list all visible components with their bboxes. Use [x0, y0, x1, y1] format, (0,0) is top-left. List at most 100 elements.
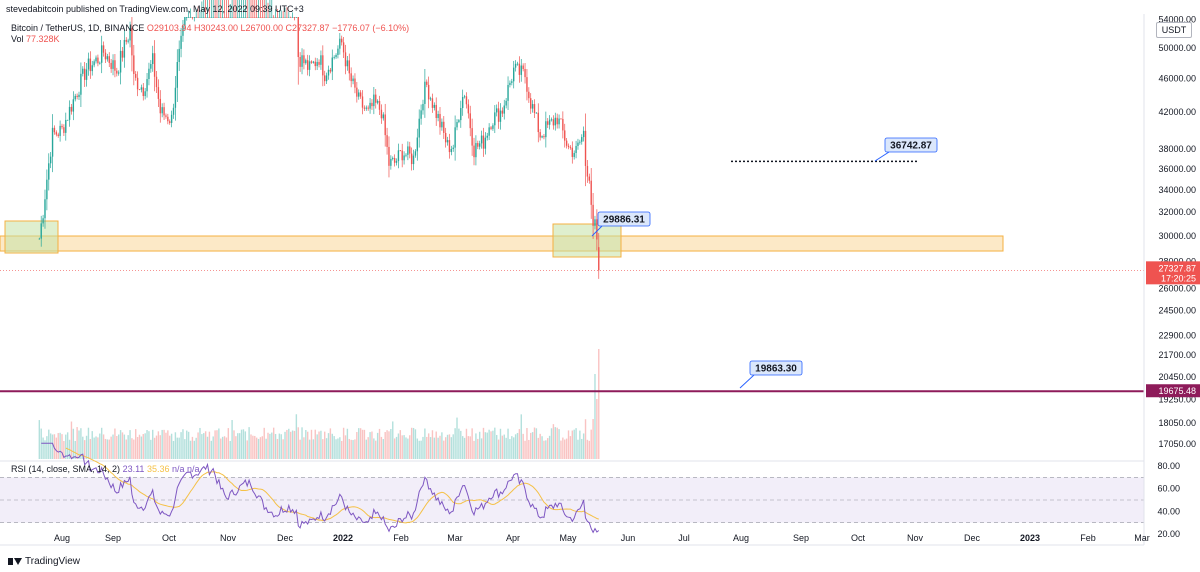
- volume-bar: [579, 430, 581, 459]
- volume-bar: [494, 427, 496, 459]
- volume-bar: [93, 437, 95, 459]
- candle-body: [571, 147, 573, 157]
- volume-bar: [359, 428, 362, 459]
- candle-body: [331, 57, 333, 72]
- candle-body: [72, 99, 75, 112]
- volume-bar: [552, 424, 555, 459]
- candle-body: [478, 143, 481, 147]
- candle-body: [233, 17, 235, 18]
- candle-body: [511, 81, 513, 83]
- candle-body: [344, 52, 347, 67]
- volume-bar: [518, 429, 521, 459]
- volume-bar: [99, 433, 101, 459]
- candle-body: [148, 68, 150, 80]
- volume-bar: [386, 430, 388, 459]
- candle-body: [308, 61, 311, 70]
- chart-zones: [0, 220, 1004, 258]
- time-tick-label: Oct: [851, 533, 866, 543]
- candle-body: [539, 132, 541, 138]
- candle-body: [386, 135, 388, 147]
- volume-bar: [550, 428, 553, 459]
- time-tick-label: Mar: [447, 533, 463, 543]
- candle-body: [297, 17, 299, 58]
- volume-bar: [276, 438, 279, 459]
- brand-name: TradingView: [25, 556, 81, 567]
- candle-body: [552, 119, 555, 126]
- volume-bar: [174, 432, 177, 459]
- candle-body: [74, 95, 76, 100]
- volume-bar: [265, 438, 267, 459]
- candle-body: [410, 153, 413, 165]
- volume-bar: [269, 433, 271, 459]
- candle-body: [473, 145, 475, 158]
- volume-bar: [463, 437, 466, 459]
- candle-body: [329, 69, 332, 72]
- volume-bar: [178, 437, 180, 459]
- volume-bar: [199, 427, 201, 459]
- candle-body: [108, 56, 110, 63]
- volume-bar: [244, 431, 247, 459]
- volume-bar: [152, 429, 154, 459]
- volume-bar: [220, 438, 222, 459]
- candle-body: [152, 53, 154, 65]
- candle-body: [452, 147, 454, 149]
- volume-bar: [350, 439, 352, 459]
- candle-body: [316, 61, 318, 67]
- candle-body: [55, 132, 58, 135]
- candle-body: [509, 82, 511, 85]
- volume-bar: [560, 440, 562, 459]
- currency-badge[interactable]: USDT: [1156, 22, 1192, 38]
- volume-bar: [443, 440, 445, 459]
- volume-legend: Vol 77.328K: [11, 34, 60, 44]
- candle-body: [424, 81, 426, 104]
- volume-bar: [310, 429, 313, 459]
- candle-body: [569, 146, 572, 148]
- candle-body: [439, 113, 441, 128]
- candle-body: [558, 118, 560, 125]
- candle-body: [565, 140, 568, 146]
- volume-bar: [305, 429, 307, 459]
- ohlc-values: O29103.94 H30243.00 L26700.00 C27327.87 …: [146, 23, 410, 33]
- candle-body: [282, 17, 284, 18]
- volume-bar: [231, 420, 233, 459]
- volume-bar: [225, 437, 228, 459]
- volume-bar: [448, 434, 451, 459]
- volume-bar: [327, 433, 330, 459]
- volume-bar: [424, 428, 426, 459]
- volume-bar: [138, 434, 141, 459]
- candle-body: [482, 135, 485, 149]
- volume-bar: [433, 437, 436, 459]
- volume-bar: [229, 440, 231, 459]
- candle-body: [458, 120, 460, 123]
- volume-bar: [195, 437, 197, 459]
- volume-bar: [488, 429, 490, 459]
- callout-label: 29886.31: [603, 215, 645, 226]
- candle-body: [490, 127, 492, 129]
- volume-bar: [110, 436, 112, 459]
- volume-bar: [63, 440, 65, 459]
- candle-body: [392, 157, 394, 159]
- volume-bar: [397, 433, 400, 459]
- candle-body: [314, 61, 316, 67]
- candle-body: [91, 65, 93, 72]
- candle-body: [267, 17, 269, 18]
- volume-bar: [337, 438, 339, 459]
- candle-body: [592, 204, 594, 226]
- volume-bar: [437, 437, 439, 459]
- candle-body: [524, 69, 526, 78]
- candle-body: [405, 154, 407, 156]
- candle-body: [83, 68, 86, 80]
- volume-bar: [556, 427, 558, 459]
- candle-body: [382, 114, 384, 119]
- volume-bar: [571, 430, 573, 459]
- volume-bar: [375, 440, 377, 459]
- candle-body: [422, 103, 424, 111]
- candle-body: [403, 155, 405, 161]
- candle-body: [586, 165, 589, 177]
- volume-bar: [469, 436, 471, 459]
- volume-bar: [480, 438, 483, 459]
- volume-bar: [558, 429, 560, 459]
- candle-body: [59, 125, 61, 136]
- volume-bar: [299, 439, 301, 459]
